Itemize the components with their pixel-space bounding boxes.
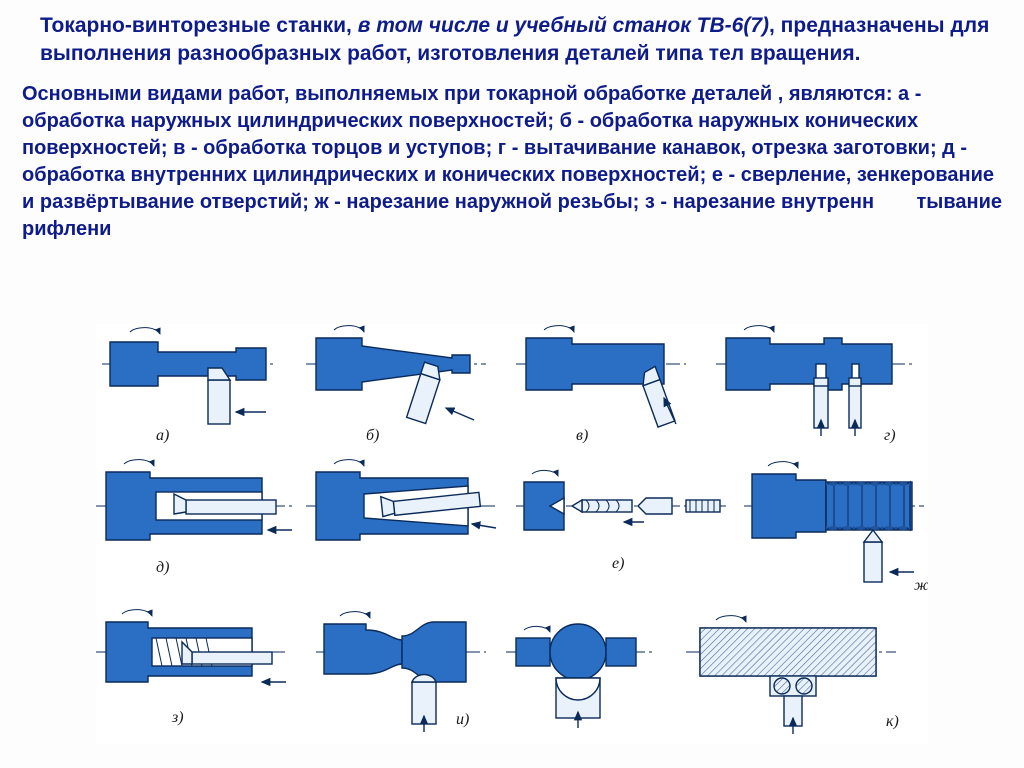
intro-part1: Токарно-винторезные станки, <box>40 14 358 37</box>
label-i: и) <box>456 711 469 728</box>
body-gap-right: тывание <box>916 189 1002 216</box>
intro-italic: в том числе и учебный станок ТВ-6(7) <box>358 14 769 37</box>
label-z: з) <box>171 709 184 726</box>
op-i2 <box>506 624 656 728</box>
op-b: б) <box>306 326 486 444</box>
op-k: к) <box>686 616 899 734</box>
body-paragraph: Основными видами работ, выполняемых при … <box>0 75 1024 249</box>
label-k: к) <box>886 713 899 730</box>
label-a: а) <box>156 427 169 444</box>
op-g: г) <box>716 326 916 444</box>
op-i: и) <box>316 612 486 732</box>
label-g: г) <box>884 427 896 444</box>
op-v: в) <box>516 326 686 444</box>
label-zh: ж) <box>914 577 928 594</box>
op-zh: ж) <box>744 462 928 594</box>
op-e: е) <box>516 470 726 572</box>
operations-figure: а) б) в) г) д) <box>96 324 928 744</box>
intro-paragraph: Токарно-винторезные станки, в том числе … <box>0 0 1024 75</box>
op-z: з) <box>96 610 286 726</box>
label-d: д) <box>156 559 169 576</box>
label-b: б) <box>366 427 379 444</box>
op-d2 <box>306 460 496 540</box>
op-a: а) <box>102 328 276 444</box>
label-v: в) <box>576 427 588 444</box>
label-e: е) <box>612 555 624 572</box>
op-d: д) <box>96 460 296 576</box>
body-line2: рифлени <box>22 218 111 240</box>
body-line1: Основными видами работ, выполняемых при … <box>22 83 994 213</box>
